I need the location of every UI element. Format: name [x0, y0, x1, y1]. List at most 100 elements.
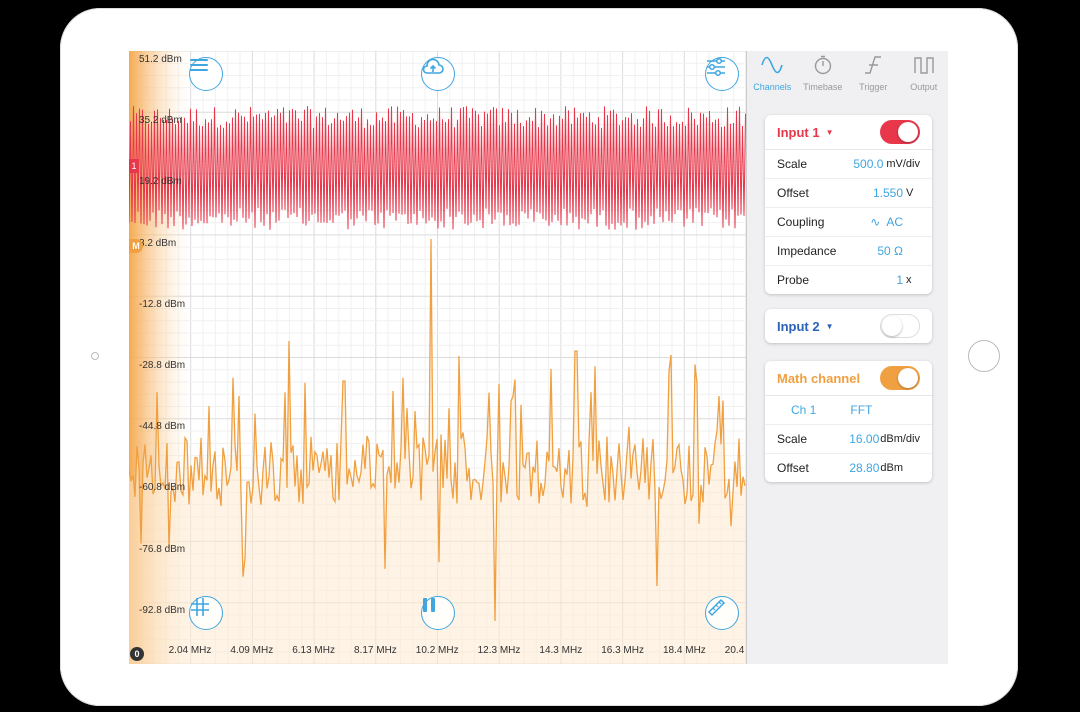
grid-toggle-button[interactable] — [189, 596, 223, 630]
row-label: Coupling — [777, 215, 825, 229]
math-toggle[interactable] — [880, 366, 920, 390]
offset-unit: V — [906, 187, 914, 199]
plot-area — [129, 51, 746, 664]
tab-label: Timebase — [803, 82, 843, 92]
row-label: Probe — [777, 273, 810, 287]
stopwatch-icon — [814, 55, 831, 75]
row-label: Scale — [777, 432, 808, 446]
math-scale-row[interactable]: Scale 16.00 dBm/div — [765, 425, 932, 454]
math-title: Math channel — [777, 370, 861, 386]
x-axis-label: 12.3 MHz — [477, 645, 521, 656]
input1-scale-row[interactable]: Scale 500.0 mV/div — [765, 150, 932, 179]
x-axis-label: 16.3 MHz — [601, 645, 644, 656]
app-screen: 51.2 dBm 35.2 dBm 19.2 dBm 3.2 dBm -12.8 dBm… — [129, 51, 948, 664]
input1-impedance-row[interactable]: Impedance 50 Ω — [765, 237, 932, 266]
math-scale-unit: dBm/div — [880, 433, 920, 445]
oscilloscope-display[interactable]: 51.2 dBm 35.2 dBm 19.2 dBm 3.2 dBm -12.8 dBm… — [129, 51, 768, 664]
x-axis-label: 10.2 MHz — [415, 645, 459, 656]
input2-title: Input 2 — [777, 318, 820, 334]
tab-label: Output — [910, 82, 938, 92]
row-label: Scale — [777, 157, 808, 171]
input1-header[interactable]: Input 1 ▼ — [765, 115, 932, 150]
y-axis-label: -76.8 dBm — [139, 543, 186, 555]
math-card: Math channel Ch 1 FFT Scale 16.00 dBm/di… — [765, 361, 932, 482]
y-axis-label: -60.8 dBm — [139, 482, 186, 494]
y-axis-label: -92.8 dBm — [139, 604, 186, 616]
input1-trace — [129, 106, 746, 230]
square-wave-icon — [914, 57, 934, 74]
x-axis-label: 14.3 MHz — [539, 645, 583, 656]
trigger-edge-icon — [865, 56, 882, 74]
tab-label: Trigger — [859, 82, 888, 92]
tab-timebase[interactable]: Timebase — [798, 51, 849, 101]
tab-trigger[interactable]: Trigger — [848, 51, 899, 101]
pause-button[interactable] — [421, 596, 455, 630]
cloud-upload-button[interactable] — [421, 57, 455, 91]
math-offset-row[interactable]: Offset 28.80 dBm — [765, 454, 932, 482]
row-label: Offset — [777, 186, 809, 200]
tab-output[interactable]: Output — [899, 51, 949, 101]
x-axis-label: 2.04 MHz — [168, 645, 212, 656]
input1-offset-row[interactable]: Offset 1.550 V — [765, 179, 932, 208]
x-axis-label: 8.17 MHz — [353, 645, 397, 656]
y-axis-label: -12.8 dBm — [139, 298, 186, 310]
math-function[interactable]: FFT — [850, 403, 873, 417]
home-button[interactable] — [968, 340, 1000, 372]
math-source[interactable]: Ch 1 — [791, 403, 817, 417]
cloud-upload-icon — [422, 58, 444, 74]
math-header[interactable]: Math channel — [765, 361, 932, 396]
menu-icon — [190, 59, 208, 71]
menu-button[interactable] — [189, 57, 223, 91]
tab-bar: Channels Timebase Trigger Output — [747, 51, 948, 101]
settings-panel: Channels Timebase Trigger Output Input 1… — [746, 51, 948, 664]
impedance-value: 50 Ω — [877, 244, 903, 258]
input1-title: Input 1 — [777, 124, 820, 140]
y-axis-label: 35.2 dBm — [139, 115, 182, 127]
zero-marker[interactable]: 0 — [130, 647, 144, 661]
chevron-down-icon: ▼ — [825, 127, 834, 137]
probe-value: 1 — [896, 273, 903, 287]
tab-channels[interactable]: Channels — [747, 51, 798, 101]
math-function-row[interactable]: Ch 1 FFT — [765, 396, 932, 425]
offset-value: 1.550 — [872, 186, 903, 200]
y-axis-label: 51.2 dBm — [139, 54, 182, 65]
settings-sliders-button[interactable] — [705, 57, 739, 91]
sine-wave-icon — [761, 56, 784, 74]
input1-card: Input 1 ▼ Scale 500.0 mV/div Offset 1.55… — [765, 115, 932, 294]
row-label: Impedance — [777, 244, 837, 258]
math-offset-unit: dBm — [880, 462, 903, 474]
row-label: Offset — [777, 461, 809, 475]
ruler-icon — [707, 598, 726, 617]
math-marker[interactable]: M — [129, 239, 143, 253]
y-axis-label: 3.2 dBm — [139, 237, 177, 249]
math-offset-value: 28.80 — [849, 461, 880, 475]
fft-fill — [129, 239, 746, 664]
ac-coupling-icon: ∿ — [870, 215, 881, 229]
input2-card: Input 2 ▼ — [765, 309, 932, 343]
fft-trace — [129, 238, 746, 622]
pause-icon — [423, 598, 435, 612]
input1-marker[interactable]: 1 — [129, 159, 139, 173]
y-axis-label: 19.2 dBm — [139, 176, 182, 188]
input1-toggle[interactable] — [880, 120, 920, 144]
input2-toggle[interactable] — [880, 314, 920, 338]
chevron-down-icon: ▼ — [825, 321, 834, 331]
front-camera — [91, 352, 99, 360]
x-axis-label: 18.4 MHz — [662, 645, 706, 656]
sliders-icon — [707, 58, 725, 76]
input1-coupling-row[interactable]: Coupling ∿ AC — [765, 208, 932, 237]
scale-unit: mV/div — [886, 158, 920, 170]
y-axis-label: -44.8 dBm — [139, 421, 186, 433]
probe-unit: x — [906, 274, 912, 286]
measure-button[interactable] — [705, 596, 739, 630]
coupling-value: AC — [886, 215, 903, 229]
input2-header[interactable]: Input 2 ▼ — [765, 309, 932, 343]
input1-probe-row[interactable]: Probe 1 x — [765, 266, 932, 294]
grid-icon — [191, 598, 209, 616]
tab-label: Channels — [753, 82, 792, 92]
x-axis-label: 6.13 MHz — [292, 645, 335, 656]
x-axis-label: 4.09 MHz — [230, 645, 274, 656]
scale-value: 500.0 — [853, 157, 884, 171]
y-axis-label: -28.8 dBm — [139, 360, 186, 371]
math-scale-value: 16.00 — [849, 432, 880, 446]
